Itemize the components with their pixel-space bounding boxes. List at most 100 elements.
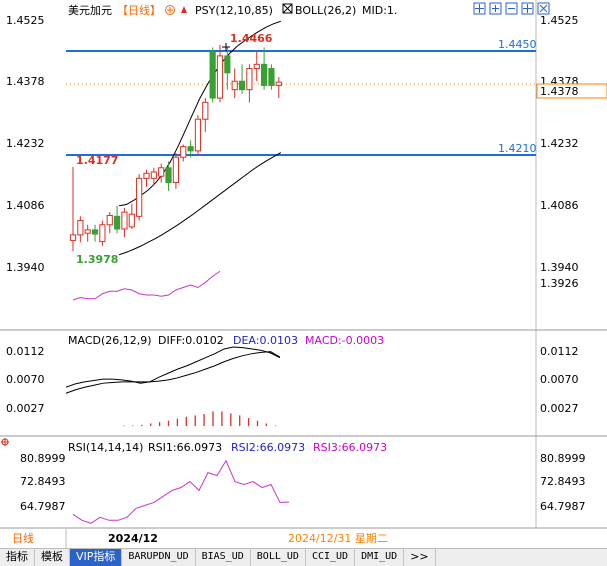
candle-body[interactable]	[114, 215, 121, 230]
current-price-label: 1.4378	[540, 85, 579, 98]
candle-body[interactable]	[253, 63, 260, 70]
close-icon[interactable]	[537, 2, 550, 15]
boll-mid-line	[118, 152, 282, 256]
macd-tick-left: 0.0027	[6, 402, 45, 415]
month-label: 2024/12	[108, 532, 158, 545]
tab-vip-indicators[interactable]: VIP指标	[70, 549, 123, 566]
candle-body[interactable]	[261, 63, 268, 86]
candle-body[interactable]	[180, 146, 187, 158]
dea-line	[65, 351, 281, 394]
price-axis-left: 1.4525 1.4378 1.4232 1.4086 1.3940	[6, 14, 45, 274]
crosshair-icon[interactable]	[473, 2, 486, 15]
price-header: 美元加元 【日线】 PSY(12,10,85) BOLL(26,2) MID:1…	[68, 3, 397, 17]
macd-dea: DEA:0.0103	[233, 334, 298, 347]
candle-body[interactable]	[91, 229, 99, 235]
price-tick-left: 1.4378	[6, 75, 45, 88]
candle-body[interactable]	[77, 220, 84, 236]
low-annotation: 1.3978	[76, 253, 118, 266]
macd-tick-left: 0.0070	[6, 373, 45, 386]
symbol-label: 美元加元	[68, 4, 112, 17]
candle-body[interactable]	[238, 80, 246, 91]
candle-body[interactable]	[172, 156, 180, 184]
candle-body[interactable]	[84, 229, 91, 234]
candle-body[interactable]	[150, 171, 157, 179]
candle-body[interactable]	[246, 68, 253, 91]
macd-axis: 0.0112 0.0070 0.0027 0.0112 0.0070 0.002…	[6, 345, 579, 415]
boll-mid-label: MID:1.	[362, 4, 397, 17]
candle-body[interactable]	[224, 55, 231, 74]
rsi1-value: RSI1:66.0973	[148, 441, 222, 454]
rsi-tick: 64.7987	[540, 500, 586, 513]
resistance-level[interactable]: 1.4450	[66, 38, 537, 52]
layout-icon[interactable]	[521, 2, 534, 15]
candle-body[interactable]	[121, 211, 128, 230]
rsi3-value: RSI3:66.0973	[313, 441, 387, 454]
start-annotation: 1.4177	[76, 154, 118, 167]
candle-body[interactable]	[209, 51, 216, 99]
price-tick-left: 1.4525	[6, 14, 45, 27]
tab-cci[interactable]: CCI_UD	[306, 549, 356, 566]
rsi2-value: RSI2:66.0973	[231, 441, 305, 454]
dropdown-arrow-icon[interactable]	[181, 6, 187, 13]
support-level[interactable]: 1.4210	[66, 142, 537, 156]
date-bar: 日线 2024/12 2024/12/31 星期二	[12, 529, 388, 548]
price-tick-left: 1.4232	[6, 137, 45, 150]
price-tick-left: 1.3940	[6, 261, 45, 274]
candle-body[interactable]	[136, 177, 143, 217]
tab-more-button[interactable]: >>	[404, 549, 436, 566]
period-label[interactable]: 【日线】	[117, 3, 161, 17]
candle-body[interactable]	[69, 234, 77, 241]
candle-body[interactable]	[128, 213, 135, 228]
rsi-tick-left: 80.8999	[20, 452, 66, 465]
chart-toolbar	[473, 2, 550, 15]
psy-indicator-label[interactable]: PSY(12,10,85)	[195, 4, 273, 17]
price-tick: 1.4232	[540, 137, 579, 150]
macd-tick: 0.0027	[540, 402, 579, 415]
rsi-header: RSI(14,14,14) RSI1:66.0973 RSI2:66.0973 …	[68, 441, 387, 454]
rsi-tick-left: 64.7987	[20, 500, 66, 513]
period-button[interactable]: 日线	[12, 531, 34, 545]
macd-tick: 0.0070	[540, 373, 579, 386]
diff-line	[65, 346, 281, 388]
tab-indicators[interactable]: 指标	[0, 549, 35, 566]
price-tick: 1.4525	[540, 14, 579, 27]
rsi-title[interactable]: RSI(14,14,14)	[68, 441, 143, 454]
tab-templates[interactable]: 模板	[35, 549, 70, 566]
candle-body[interactable]	[231, 80, 238, 91]
price-axis: 1.4525 1.4378 1.4232 1.4086 1.3940 1.437…	[536, 14, 607, 290]
boll-toggle-icon[interactable]	[282, 3, 293, 14]
tab-bias[interactable]: BIAS_UD	[196, 549, 251, 566]
candle-body[interactable]	[275, 81, 282, 86]
rsi-tick: 80.8999	[540, 452, 586, 465]
candle-body[interactable]	[143, 172, 150, 179]
period-add-icon[interactable]	[165, 5, 175, 15]
rsi-tick: 72.8493	[540, 475, 586, 488]
macd-title[interactable]: MACD(26,12,9)	[68, 334, 152, 347]
candle-body[interactable]	[268, 68, 275, 86]
tab-boll[interactable]: BOLL_UD	[251, 549, 306, 566]
secondary-price-label: 1.3926	[540, 277, 579, 290]
candle-body[interactable]	[194, 118, 202, 152]
boll-upper-line	[119, 20, 281, 207]
candle-body[interactable]	[106, 214, 113, 226]
zoom-out-icon[interactable]	[505, 2, 518, 15]
rsi-axis: 80.8999 72.8493 64.7987 80.8999 72.8493 …	[20, 452, 586, 513]
zoom-in-icon[interactable]	[489, 2, 502, 15]
high-annotation: 1.4466	[230, 32, 273, 45]
chart-svg: 美元加元 【日线】 PSY(12,10,85) BOLL(26,2) MID:1…	[0, 0, 607, 548]
high-marker	[222, 43, 230, 51]
candle-body[interactable]	[216, 55, 224, 99]
candle-body[interactable]	[187, 146, 194, 152]
candle-body[interactable]	[158, 167, 165, 177]
indicator-tab-bar: 指标 模板 VIP指标 BARUPDN_UD BIAS_UD BOLL_UD C…	[0, 548, 607, 566]
candle-body[interactable]	[99, 224, 106, 243]
price-tick: 1.3940	[540, 261, 579, 274]
macd-tick-left: 0.0112	[6, 345, 45, 358]
candle-body[interactable]	[202, 101, 209, 120]
support-label: 1.4210	[498, 142, 537, 155]
tab-barupdn[interactable]: BARUPDN_UD	[122, 549, 196, 566]
candle-body[interactable]	[165, 167, 172, 184]
tab-dmi[interactable]: DMI_UD	[355, 549, 405, 566]
rsi-panel-icon[interactable]	[1, 438, 9, 446]
boll-indicator-label[interactable]: BOLL(26,2)	[295, 4, 356, 17]
